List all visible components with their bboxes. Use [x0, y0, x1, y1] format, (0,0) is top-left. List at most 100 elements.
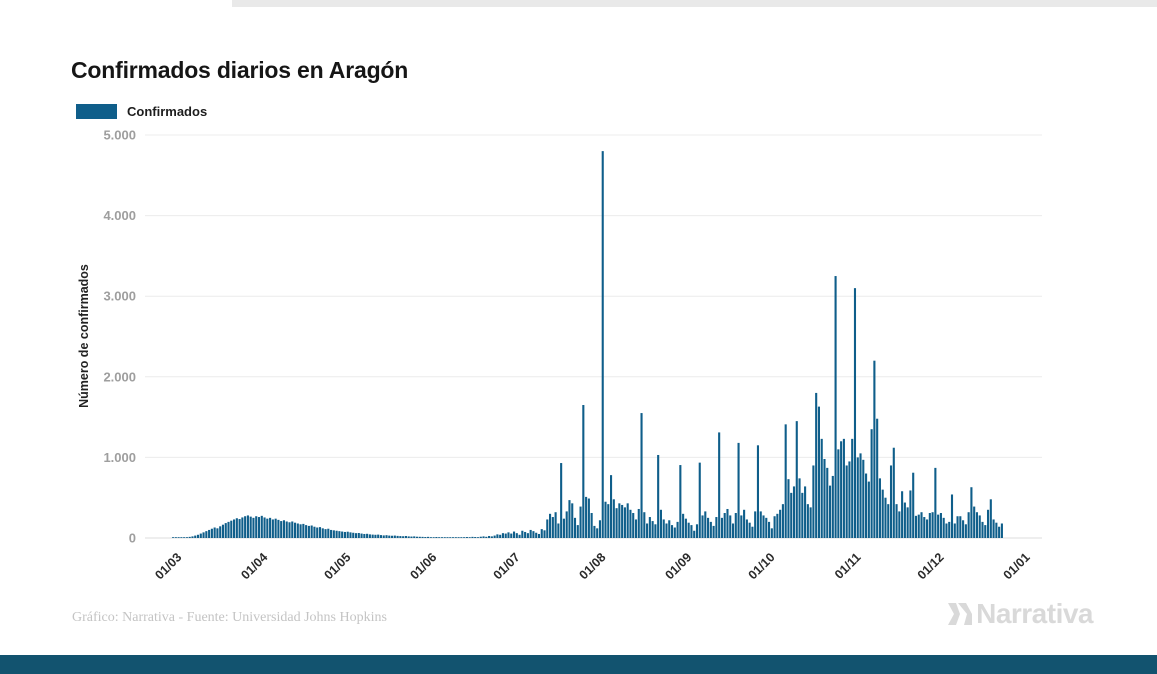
bar[interactable]	[870, 429, 873, 538]
bar[interactable]	[391, 535, 394, 538]
bar[interactable]	[817, 406, 820, 538]
bar[interactable]	[174, 537, 177, 538]
bar[interactable]	[665, 523, 668, 538]
bar[interactable]	[612, 499, 615, 538]
bar[interactable]	[582, 405, 585, 538]
bar[interactable]	[889, 465, 893, 538]
bar[interactable]	[726, 508, 729, 538]
bar[interactable]	[693, 530, 696, 538]
bar[interactable]	[269, 517, 272, 538]
bar[interactable]	[280, 521, 283, 538]
bar[interactable]	[377, 534, 380, 538]
bar[interactable]	[263, 517, 266, 538]
bar[interactable]	[790, 492, 793, 538]
bar[interactable]	[338, 531, 341, 538]
bar[interactable]	[521, 530, 524, 538]
bar[interactable]	[632, 513, 635, 538]
bar[interactable]	[831, 475, 834, 538]
bar[interactable]	[537, 533, 541, 538]
bar[interactable]	[327, 528, 330, 538]
bar[interactable]	[601, 151, 604, 538]
bar[interactable]	[507, 532, 510, 538]
bar[interactable]	[468, 537, 471, 538]
bar[interactable]	[964, 524, 967, 538]
bar[interactable]	[892, 447, 895, 538]
bar[interactable]	[285, 521, 288, 538]
bar[interactable]	[324, 529, 327, 538]
bar[interactable]	[740, 515, 743, 538]
bar[interactable]	[751, 526, 754, 538]
bar[interactable]	[457, 537, 460, 538]
bar[interactable]	[715, 517, 718, 538]
bar[interactable]	[299, 524, 302, 538]
bar[interactable]	[762, 515, 765, 538]
bar[interactable]	[801, 492, 804, 538]
bar[interactable]	[185, 537, 188, 538]
bar[interactable]	[313, 526, 316, 538]
bar[interactable]	[618, 503, 621, 538]
bar[interactable]	[382, 535, 385, 538]
bar[interactable]	[881, 489, 884, 538]
bar[interactable]	[490, 536, 493, 538]
bar[interactable]	[690, 525, 693, 538]
bar[interactable]	[546, 519, 549, 538]
bar[interactable]	[183, 537, 186, 538]
bar[interactable]	[937, 514, 940, 538]
bar[interactable]	[432, 537, 435, 538]
bar[interactable]	[421, 536, 424, 538]
bar[interactable]	[210, 528, 213, 538]
bar[interactable]	[676, 521, 679, 538]
bar[interactable]	[385, 535, 388, 538]
bar[interactable]	[230, 520, 233, 538]
bar[interactable]	[246, 515, 249, 538]
bar[interactable]	[180, 537, 183, 538]
bar[interactable]	[604, 501, 607, 538]
bar[interactable]	[895, 504, 898, 538]
bar[interactable]	[274, 518, 277, 538]
bar[interactable]	[809, 507, 812, 538]
bar[interactable]	[585, 496, 588, 538]
bar[interactable]	[989, 499, 992, 538]
bar[interactable]	[560, 463, 563, 538]
bar[interactable]	[371, 534, 374, 538]
bar[interactable]	[745, 519, 748, 538]
bar[interactable]	[804, 486, 807, 538]
bar[interactable]	[995, 522, 998, 538]
bar[interactable]	[172, 537, 175, 538]
bar[interactable]	[914, 515, 918, 539]
bar[interactable]	[316, 527, 319, 538]
bar[interactable]	[823, 459, 826, 538]
bar[interactable]	[208, 529, 211, 538]
bar[interactable]	[435, 537, 438, 538]
bar[interactable]	[731, 523, 735, 538]
bar[interactable]	[485, 536, 488, 538]
bar[interactable]	[413, 536, 416, 538]
bar[interactable]	[482, 536, 485, 538]
bar[interactable]	[876, 418, 879, 538]
bar[interactable]	[945, 523, 948, 538]
bar[interactable]	[499, 534, 502, 538]
bar[interactable]	[712, 525, 715, 538]
bar[interactable]	[188, 536, 191, 538]
bar[interactable]	[305, 525, 308, 538]
bar[interactable]	[526, 533, 529, 538]
bar[interactable]	[984, 525, 987, 538]
bar[interactable]	[233, 519, 236, 538]
bar[interactable]	[335, 530, 338, 538]
bar[interactable]	[768, 521, 771, 538]
bar[interactable]	[670, 525, 674, 538]
bar[interactable]	[981, 521, 984, 538]
bar[interactable]	[227, 521, 230, 538]
bar[interactable]	[238, 519, 241, 538]
bar[interactable]	[349, 532, 352, 538]
bar[interactable]	[795, 421, 798, 538]
bar[interactable]	[216, 528, 219, 538]
bar[interactable]	[296, 523, 299, 538]
bar[interactable]	[975, 512, 978, 538]
bar[interactable]	[354, 533, 358, 538]
bar[interactable]	[399, 536, 402, 538]
bar[interactable]	[948, 521, 951, 538]
bar[interactable]	[695, 524, 699, 538]
bar[interactable]	[903, 502, 906, 538]
bar[interactable]	[288, 522, 291, 538]
